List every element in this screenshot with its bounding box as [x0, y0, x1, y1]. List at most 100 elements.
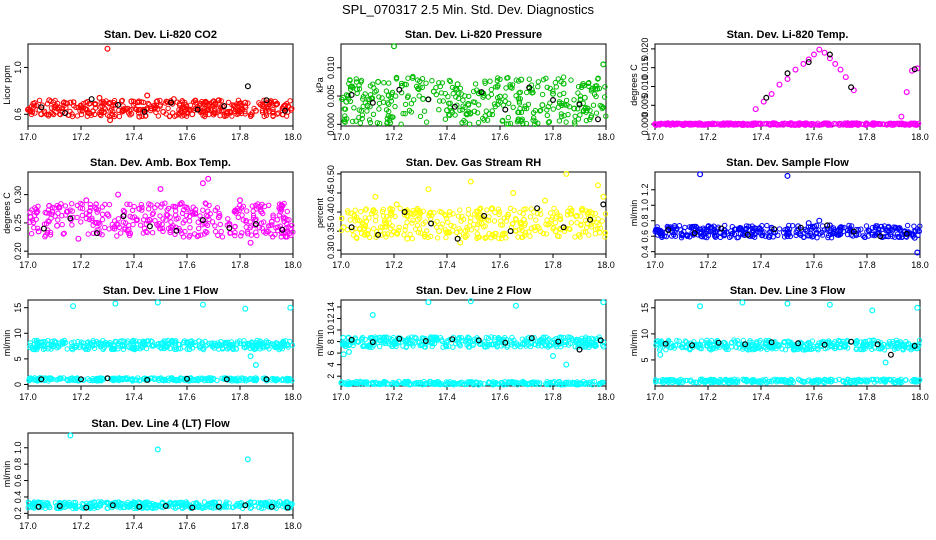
data-point	[180, 234, 187, 240]
data-point	[588, 113, 595, 119]
data-point	[792, 122, 799, 128]
data-point	[232, 223, 238, 230]
data-point	[427, 233, 434, 240]
y-tick-label: 14	[326, 302, 336, 312]
data-point	[489, 232, 495, 238]
data-point	[189, 209, 196, 216]
y-tick-label: 8	[326, 339, 336, 344]
data-point	[274, 100, 281, 107]
data-point	[906, 230, 913, 236]
data-point	[155, 113, 162, 119]
data-point	[670, 226, 677, 232]
data-point	[458, 218, 464, 224]
data-point	[35, 228, 42, 235]
data-point	[602, 229, 608, 236]
data-point	[247, 353, 254, 360]
data-point	[67, 432, 74, 439]
data-point	[395, 227, 402, 234]
data-point	[904, 222, 911, 229]
data-point	[425, 186, 432, 193]
data-point	[436, 107, 442, 113]
data-point	[526, 76, 532, 82]
y-tick-label: 6	[326, 351, 336, 356]
data-point	[520, 216, 527, 223]
data-point	[128, 111, 135, 117]
data-point	[223, 112, 230, 119]
data-point	[106, 201, 113, 208]
data-point	[227, 230, 233, 236]
data-point	[826, 55, 833, 62]
data-point	[70, 303, 77, 310]
data-point	[768, 90, 775, 97]
data-point	[27, 214, 34, 221]
data-point	[592, 85, 599, 92]
data-point	[593, 110, 600, 116]
data-point	[131, 203, 137, 210]
data-point	[163, 211, 170, 218]
y-tick-label: 0.010	[326, 56, 336, 79]
data-point	[552, 228, 559, 235]
data-point	[553, 84, 559, 90]
data-point-black	[451, 103, 458, 110]
data-point	[517, 209, 523, 216]
data-point-black	[526, 84, 533, 91]
data-point	[549, 90, 556, 97]
data-point	[270, 234, 276, 240]
data-point	[583, 117, 590, 124]
chart-title: Stan. Dev. Amb. Box Temp.	[90, 157, 231, 169]
x-tick-label: 17.4	[125, 521, 143, 531]
data-point	[280, 216, 287, 222]
data-point	[249, 203, 256, 209]
data-point	[247, 112, 254, 118]
data-point	[275, 224, 281, 230]
data-point	[270, 113, 276, 119]
data-point	[200, 207, 206, 213]
y-tick-label: 0.50	[326, 165, 336, 183]
data-point	[810, 121, 816, 127]
plot-frame	[654, 171, 921, 255]
y-tick-label: 0.2	[13, 507, 23, 520]
data-point	[488, 86, 494, 93]
data-point	[425, 234, 431, 241]
x-tick-label: 17.4	[125, 132, 143, 142]
data-point	[149, 230, 156, 236]
data-point	[353, 86, 360, 93]
data-point	[826, 121, 832, 128]
data-point	[202, 200, 209, 206]
data-point	[404, 94, 411, 101]
data-point	[46, 218, 52, 225]
data-point	[665, 121, 672, 128]
data-point	[349, 83, 355, 90]
data-point	[393, 76, 400, 82]
data-point	[580, 229, 586, 235]
data-point	[524, 89, 530, 96]
data-point	[205, 175, 212, 182]
data-point	[572, 121, 578, 127]
data-point	[455, 213, 462, 219]
x-tick-label: 17.0	[19, 392, 37, 402]
data-point	[242, 99, 249, 106]
data-point	[540, 230, 546, 237]
data-point	[389, 223, 395, 229]
data-point	[755, 121, 761, 127]
data-point	[347, 86, 354, 92]
data-point	[496, 235, 502, 242]
data-point	[197, 213, 203, 219]
data-point	[388, 91, 395, 97]
chart-title: Stan. Dev. Line 4 (LT) Flow	[91, 418, 230, 430]
data-point	[104, 45, 111, 52]
data-point	[592, 231, 599, 237]
data-point	[466, 93, 472, 100]
data-point	[70, 99, 77, 105]
data-point	[136, 113, 143, 120]
x-tick-label: 17.0	[19, 260, 37, 270]
data-point	[112, 218, 118, 224]
data-point	[775, 121, 781, 128]
data-point	[83, 215, 90, 222]
y-tick-label: 0.8	[13, 458, 23, 471]
data-point	[386, 108, 392, 115]
data-point	[64, 208, 71, 215]
data-point	[254, 206, 260, 212]
